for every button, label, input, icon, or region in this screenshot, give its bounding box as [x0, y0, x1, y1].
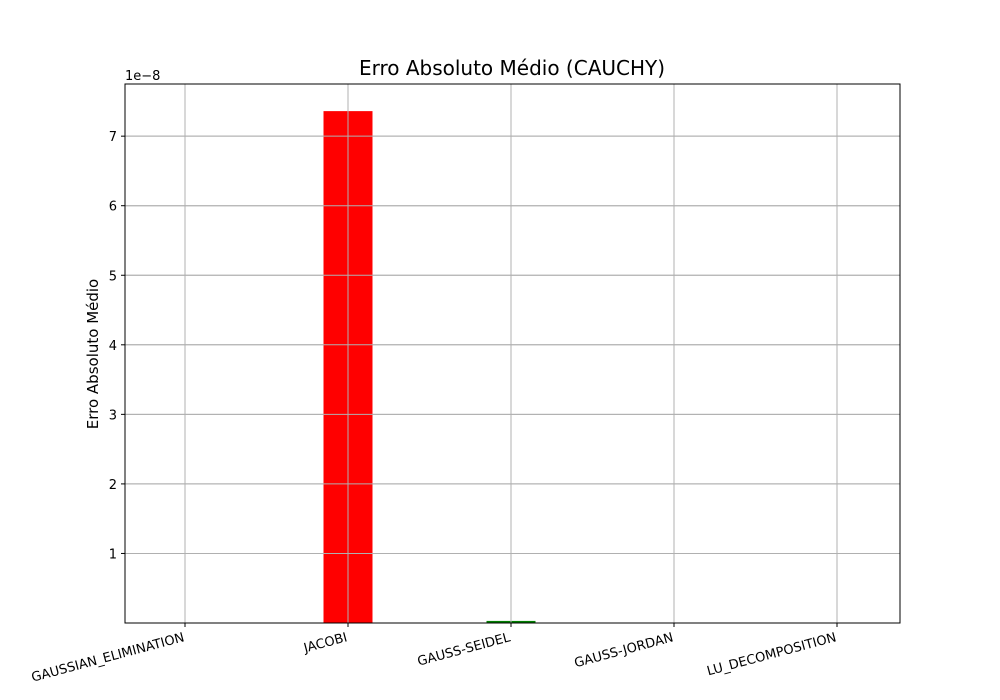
y-tick-label: 6: [109, 200, 117, 215]
y-offset-label: 1e−8: [125, 69, 160, 84]
y-tick-label: 5: [109, 269, 117, 284]
y-tick-label: 2: [109, 478, 117, 493]
y-tick-label: 7: [109, 130, 117, 145]
chart-title: Erro Absoluto Médio (CAUCHY): [359, 56, 665, 80]
y-tick-label: 1: [109, 547, 117, 562]
grid-overlay: [125, 84, 900, 623]
y-tick-label: 4: [109, 339, 117, 354]
plot-frame: [124, 83, 901, 624]
plot-area: [125, 84, 900, 623]
y-tick-label: 3: [109, 408, 117, 423]
y-axis-label: Erro Absoluto Médio: [84, 279, 102, 429]
